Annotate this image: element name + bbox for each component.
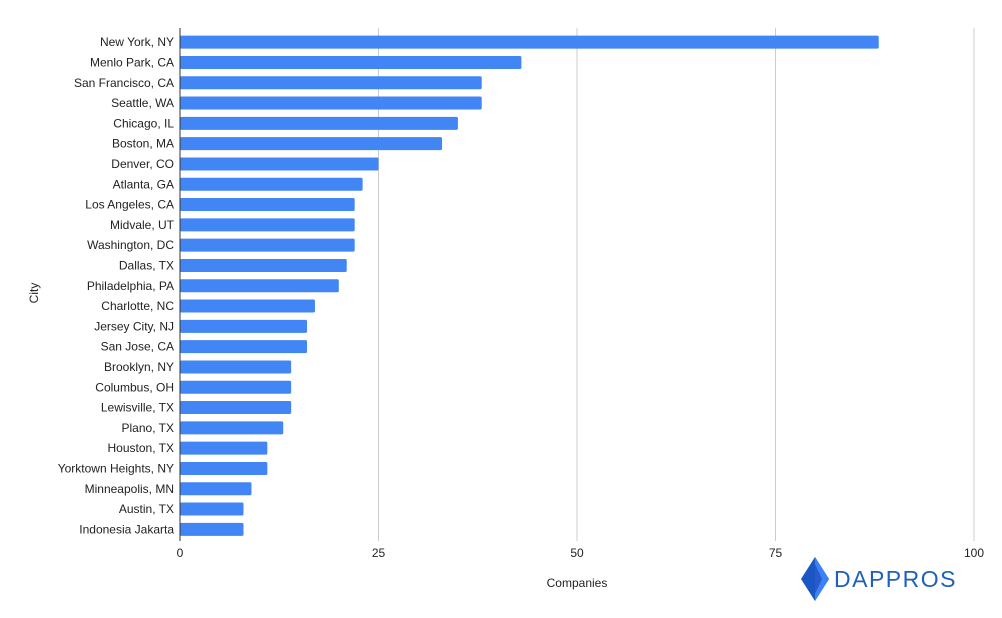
- y-tick-label: Denver, CO: [111, 157, 174, 171]
- bar: [180, 299, 315, 313]
- bar: [180, 55, 522, 69]
- y-tick-label: Los Angeles, CA: [85, 198, 174, 212]
- bar: [180, 360, 292, 374]
- bar: [180, 116, 458, 130]
- bar: [180, 522, 244, 536]
- y-tick-labels: New York, NY Menlo Park, CA San Francisco,…: [58, 35, 175, 536]
- bar: [180, 137, 443, 151]
- bar: [180, 157, 379, 171]
- y-tick-label: Midvale, UT: [110, 218, 175, 232]
- y-tick-label: Plano, TX: [122, 421, 174, 435]
- y-tick-label: Washington, DC: [87, 238, 174, 252]
- bar: [180, 258, 347, 272]
- bar: [180, 35, 879, 49]
- x-tick-label: 25: [372, 546, 386, 560]
- y-tick-label: Seattle, WA: [111, 96, 174, 110]
- bar: [180, 177, 363, 191]
- diamond-logo-icon: [801, 557, 829, 601]
- bar: [180, 198, 355, 212]
- bar: [180, 441, 268, 455]
- y-tick-label: Minneapolis, MN: [85, 482, 174, 496]
- x-axis-title: Companies: [547, 576, 608, 590]
- bar: [180, 461, 268, 475]
- y-tick-label: Columbus, OH: [95, 380, 174, 394]
- y-tick-label: San Jose, CA: [101, 340, 174, 354]
- bar: [180, 218, 355, 232]
- y-tick-label: Atlanta, GA: [113, 177, 174, 191]
- y-tick-label: Philadelphia, PA: [87, 279, 174, 293]
- bar: [180, 380, 292, 394]
- bar: [180, 421, 284, 435]
- y-tick-label: Jersey City, NJ: [94, 319, 174, 333]
- bar: [180, 482, 252, 496]
- y-axis-title: City: [27, 283, 41, 304]
- y-tick-label: Yorktown Heights, NY: [58, 461, 174, 475]
- bar: [180, 96, 482, 110]
- y-tick-label: Boston, MA: [112, 137, 174, 151]
- bars: [180, 35, 879, 536]
- y-tick-label: Charlotte, NC: [101, 299, 174, 313]
- x-tick-label: 75: [769, 546, 783, 560]
- y-tick-label: Menlo Park, CA: [90, 55, 174, 69]
- bar: [180, 340, 308, 354]
- y-tick-label: Lewisville, TX: [101, 401, 174, 415]
- bar: [180, 76, 482, 90]
- y-tick-label: Chicago, IL: [113, 116, 174, 130]
- y-tick-label: San Francisco, CA: [74, 76, 174, 90]
- y-tick-label: Dallas, TX: [119, 258, 174, 272]
- brand-logo: DAPPROS: [800, 556, 957, 602]
- y-tick-label: Houston, TX: [108, 441, 174, 455]
- y-tick-label: Brooklyn, NY: [104, 360, 174, 374]
- bar: [180, 401, 292, 415]
- bar: [180, 502, 244, 516]
- bar: [180, 319, 308, 333]
- logo-text: DAPPROS: [834, 565, 957, 592]
- x-tick-label: 0: [177, 546, 184, 560]
- gridlines: [378, 28, 975, 541]
- bar: [180, 279, 339, 293]
- y-tick-label: New York, NY: [100, 35, 174, 49]
- x-tick-labels: 0 25 50 75 100: [177, 546, 985, 560]
- x-tick-label: 50: [570, 546, 584, 560]
- y-tick-label: Austin, TX: [119, 502, 174, 516]
- y-tick-label: Indonesia Jakarta: [79, 522, 174, 536]
- x-tick-label: 100: [964, 546, 984, 560]
- bar: [180, 238, 355, 252]
